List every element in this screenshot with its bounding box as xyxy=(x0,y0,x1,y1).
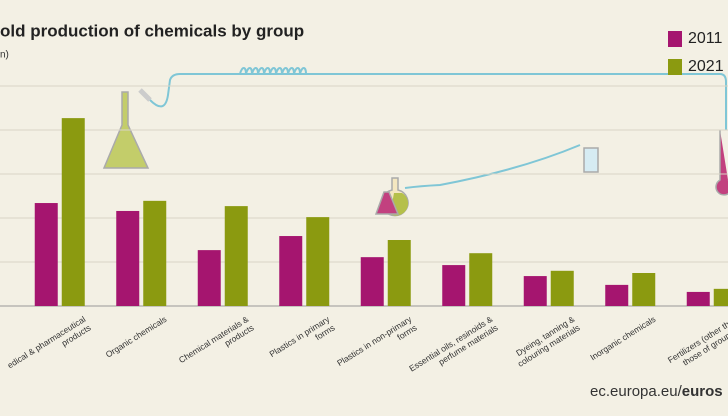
bar xyxy=(360,257,384,306)
bar xyxy=(61,118,85,307)
bar xyxy=(116,210,140,306)
bar xyxy=(713,288,728,306)
chart-subtitle: n) xyxy=(0,50,9,61)
bar xyxy=(442,265,466,306)
bar xyxy=(224,206,248,306)
legend-label: 2011 xyxy=(688,30,723,47)
bar xyxy=(469,253,493,306)
bar xyxy=(605,284,629,306)
bar xyxy=(387,240,411,306)
chart-title: old production of chemicals by group xyxy=(0,21,304,40)
bar xyxy=(34,203,58,306)
footer: ec.europa.eu/euros xyxy=(590,383,723,400)
bar xyxy=(523,276,547,306)
flask xyxy=(102,88,728,217)
bar xyxy=(143,200,167,306)
bar xyxy=(550,270,574,306)
bar xyxy=(686,291,710,306)
legend-label: 2021 xyxy=(688,58,724,75)
legend-swatch xyxy=(668,31,682,47)
bar xyxy=(197,250,221,306)
bar xyxy=(632,273,656,306)
bar xyxy=(306,217,330,306)
legend-swatch xyxy=(668,59,682,75)
footer-bold: euros xyxy=(681,383,723,400)
decoration xyxy=(149,67,727,189)
bar xyxy=(279,236,303,306)
footer-text: ec.europa.eu/ xyxy=(590,383,682,400)
